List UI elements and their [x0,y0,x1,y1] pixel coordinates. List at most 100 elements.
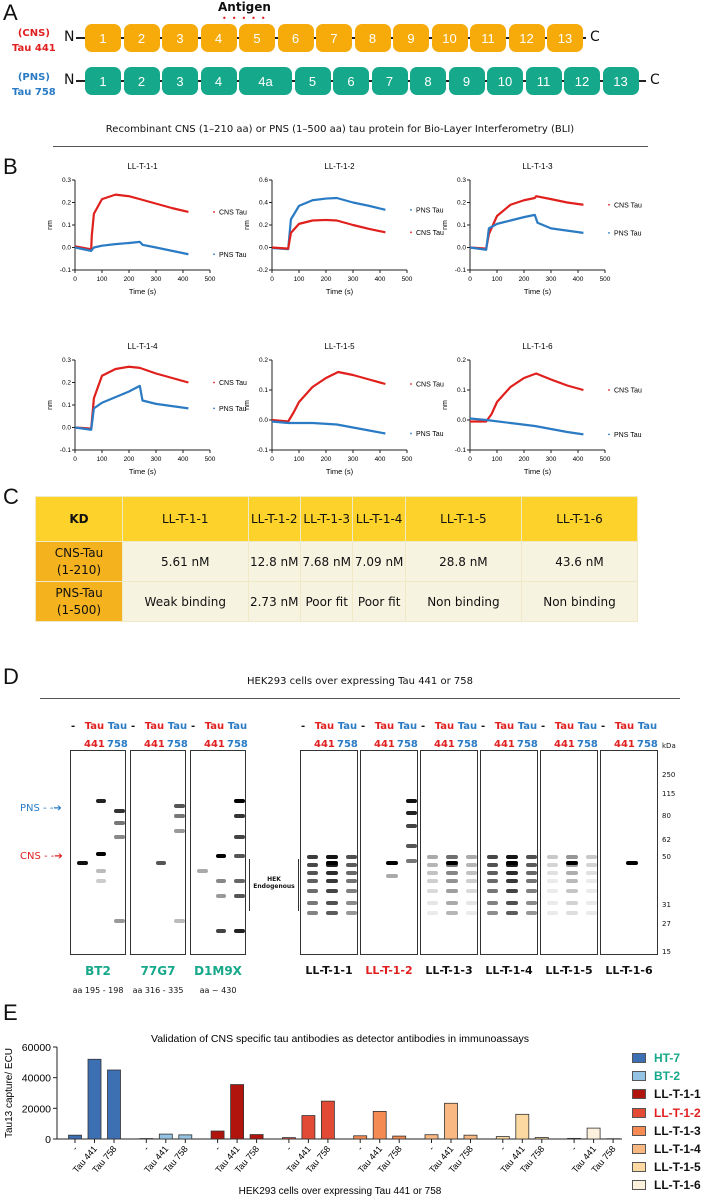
lane-758: 758 [167,739,188,750]
cns-domain: 3 [162,24,198,52]
lane-758: 758 [517,739,538,750]
panel-label-b: B [3,154,18,179]
divider [40,698,680,699]
cns-domain: 2 [123,24,160,52]
kda-marker: 31 [662,901,671,909]
x-tick-label: 400 [573,456,584,463]
x-tick-label: 400 [375,276,386,283]
protein-band [487,863,499,867]
x-tick-label: 400 [178,276,189,283]
series-line [469,213,584,251]
y-tick-label: 40000 [22,1073,51,1085]
bar [567,1137,581,1140]
bli-chart: LL-T-1-6 0 100 200 300 400 500 -0.1 0.0 0.1 0.2 Tim… [442,342,642,476]
pns-tag: (PNS) [17,72,50,83]
protein-band [506,863,518,867]
x-tick-label: - [213,1144,223,1153]
lane-tau758-label: Tau 758 [577,718,598,754]
legend-marker [608,231,610,234]
lane-tau758-label: Tau 758 [167,718,188,754]
bli-chart: LL-T-1-2 0 100 200 300 400 500 -0.2 0.0 0.2 0.4 0.6… [244,162,444,296]
protein-band [215,854,227,858]
antibody-name: LL-T-1-3 [425,964,473,977]
protein-band [307,889,319,893]
x-tick-label: 500 [402,276,413,283]
lane-tau: Tau [84,721,105,732]
series-label: PNS Tau [219,252,247,259]
pns-domain: 5 [294,67,331,95]
y-tick-label: 0 [45,1134,51,1146]
kd-table: KD LL-T-1-1 LL-T-1-2 LL-T-1-3 LL-T-1-4 L… [35,496,639,622]
protein-band [427,911,439,915]
legend-item: HT-7 [632,1051,680,1065]
legend-marker [213,211,215,213]
kd-col: LL-T-1-1 [122,496,249,542]
protein-band [446,861,458,865]
protein-band [566,861,578,865]
antigen-label: Antigen [218,0,271,14]
x-tick-label: 500 [600,456,611,463]
legend-item: BT-2 [632,1069,680,1083]
pns-domain: 4a [239,67,292,95]
protein-band [95,799,107,803]
y-tick-label: 0.3 [62,177,71,184]
lane-empty-label: - [481,721,486,732]
kda-marker: 80 [662,812,671,820]
x-axis-label: Time (s) [326,467,354,476]
lane-empty-label: - [301,721,306,732]
lane-tau: Tau [204,721,225,732]
x-axis-label: Time (s) [129,287,157,296]
pns-domain: 1 [85,67,121,95]
blot-panel [360,750,418,955]
protein-band [326,879,338,883]
bli-chart: LL-T-1-5 0 100 200 300 400 500 -0.1 0.0 0.1 0.2 Tim… [244,342,444,476]
chart-title: LL-T-1-2 [324,162,355,171]
pns-domain: 10 [487,67,523,95]
protein-band [405,811,417,815]
protein-band [114,919,125,923]
protein-band [506,855,518,859]
kda-marker: 50 [662,853,671,861]
legend-marker [608,203,610,206]
row-label-line: CNS-Tau [54,545,104,560]
x-tick-label: 500 [402,456,413,463]
antibody-name: 77G7 [140,964,176,978]
kd-cell: 7.09 nM [352,541,406,582]
protein-band [547,855,559,859]
divider [53,146,648,147]
blot-panel [70,750,126,955]
protein-band [345,863,357,867]
kda-marker: 27 [662,920,671,928]
protein-band [446,911,458,915]
x-tick-label: - [498,1144,508,1153]
x-tick-label: 400 [178,456,189,463]
x-tick-label: - [355,1144,365,1153]
chart-title: Validation of CNS specific tau antibodie… [151,1033,529,1045]
chart-title: LL-T-1-3 [522,162,553,171]
y-tick-label: 0.3 [457,177,466,184]
y-tick-label: 0.0 [62,245,71,252]
protein-band [547,911,559,915]
protein-band [114,809,125,813]
x-tick-label: 200 [124,456,135,463]
x-tick-label: 400 [375,456,386,463]
panel-label-e: E [3,1000,18,1025]
protein-band [506,871,518,875]
protein-band [307,871,319,875]
bar [249,1134,264,1140]
antibody-epitope: aa 316 - 335 [132,986,184,995]
lane-tau: Tau [397,721,418,732]
x-axis-label: Time (s) [524,287,552,296]
x-tick-label: 0 [270,276,274,283]
pns-arrow-label: PNS [20,803,40,814]
lane-tau: Tau [167,721,188,732]
cns-tag: (CNS) [17,28,50,39]
chart-title: LL-T-1-6 [522,342,553,351]
series-label: PNS Tau [219,406,247,413]
cns-domain: 6 [277,24,314,52]
cns-domain: 8 [354,24,391,52]
table-row: PNS-Tau (1-500) Weak binding 2.73 nM Poor… [35,581,639,622]
antibody-epitope: aa ~ 430 [199,986,237,995]
protein-band [506,889,518,893]
lane-441: 441 [554,739,575,750]
